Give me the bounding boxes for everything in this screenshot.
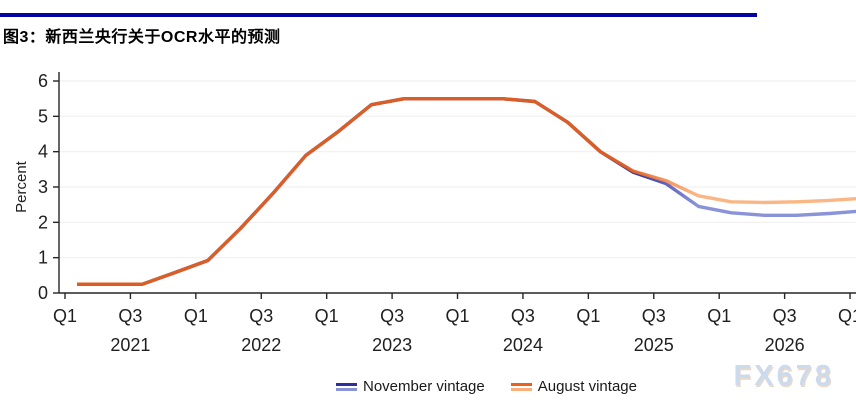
x-tick-label-2: Q1 — [184, 306, 208, 326]
november-line-marker — [336, 382, 357, 391]
legend-label-november: November vintage — [363, 378, 485, 395]
august-vintage-line — [77, 96, 856, 286]
x-tick-label-7: Q3 — [511, 306, 535, 326]
chart-legend: November vintage August vintage — [336, 378, 637, 395]
x-tick-label-0: Q1 — [53, 306, 77, 326]
x-tick-label-4: Q1 — [315, 306, 339, 326]
x-tick-label-1: Q3 — [118, 306, 142, 326]
y-tick-label-4: 4 — [38, 142, 48, 162]
year-label-2023: 2023 — [372, 335, 412, 355]
y-tick-label-0: 0 — [38, 283, 48, 303]
november-vintage-line — [77, 96, 856, 286]
y-tick-label-5: 5 — [38, 106, 48, 126]
x-tick-label-12: Q1 — [838, 306, 856, 326]
year-label-2024: 2024 — [503, 335, 543, 355]
legend-item-august: August vintage — [510, 378, 637, 395]
x-tick-label-5: Q3 — [380, 306, 404, 326]
y-tick-label-1: 1 — [38, 248, 48, 268]
x-tick-label-6: Q1 — [446, 306, 470, 326]
year-label-2021: 2021 — [110, 335, 150, 355]
figure-title: 图3：新西兰央行关于OCR水平的预测 — [3, 29, 281, 46]
y-tick-label-2: 2 — [38, 212, 48, 232]
legend-item-november: November vintage — [336, 378, 485, 395]
fx678-watermark: FX678 — [733, 360, 834, 392]
x-tick-label-11: Q3 — [773, 306, 797, 326]
year-label-2025: 2025 — [634, 335, 674, 355]
august-line-marker — [510, 382, 532, 391]
top-rule — [0, 13, 757, 17]
x-tick-label-8: Q1 — [576, 306, 600, 326]
x-tick-label-3: Q3 — [249, 306, 273, 326]
x-tick-label-9: Q3 — [642, 306, 666, 326]
y-axis-title: Percent — [13, 160, 30, 213]
year-label-2026: 2026 — [765, 335, 805, 355]
legend-label-august: August vintage — [537, 378, 637, 395]
y-tick-label-3: 3 — [38, 177, 48, 197]
year-label-2022: 2022 — [241, 335, 281, 355]
x-tick-label-10: Q1 — [707, 306, 731, 326]
y-tick-label-6: 6 — [38, 71, 48, 91]
